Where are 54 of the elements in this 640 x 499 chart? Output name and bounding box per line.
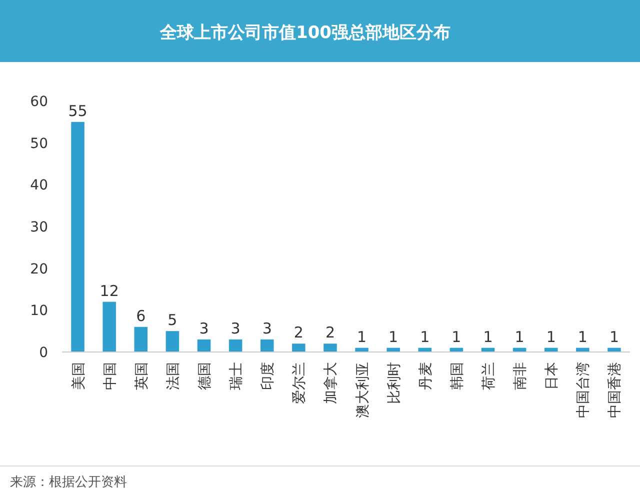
- x-tick-label: 韩国: [449, 362, 466, 390]
- x-tick-label: 比利时: [386, 362, 402, 404]
- source-note: 来源：根据公开资料: [10, 475, 127, 490]
- x-tick-label: 中国台湾: [576, 362, 592, 418]
- data-label: 5: [168, 311, 178, 330]
- x-tick-label: 中国香港: [607, 362, 624, 418]
- x-tick-label: 丹麦: [418, 362, 434, 390]
- bar: [197, 339, 211, 352]
- x-tick-label: 法国: [165, 362, 182, 390]
- y-tick-label: 20: [30, 261, 48, 278]
- x-tick-label: 英国: [134, 362, 150, 390]
- x-tick-label: 中国: [102, 362, 118, 390]
- data-label: 1: [452, 328, 462, 346]
- data-label: 1: [546, 328, 556, 346]
- y-tick-label: 10: [30, 303, 48, 320]
- bar: [71, 122, 84, 352]
- data-label: 1: [578, 328, 588, 346]
- bar: [228, 339, 242, 352]
- x-tick-label: 印度: [260, 362, 276, 390]
- data-label: 1: [514, 328, 524, 346]
- data-label: 55: [68, 102, 88, 120]
- data-label: 3: [230, 319, 240, 338]
- bar: [166, 331, 180, 352]
- data-label: 1: [388, 328, 398, 346]
- data-label: 1: [357, 328, 367, 346]
- x-tick-label: 德国: [197, 362, 213, 390]
- x-tick-label: 日本: [544, 362, 560, 390]
- y-tick-label: 50: [30, 136, 48, 152]
- bar: [292, 344, 306, 352]
- bar: [260, 339, 274, 352]
- x-tick-label: 南非: [512, 362, 529, 390]
- y-tick-label: 30: [30, 220, 48, 236]
- data-label: 1: [483, 328, 493, 346]
- y-tick-label: 60: [30, 94, 48, 110]
- data-label: 1: [609, 328, 619, 346]
- x-tick-label: 加拿大: [323, 362, 340, 404]
- data-label: 3: [199, 319, 209, 338]
- y-tick-label: 0: [39, 345, 48, 361]
- x-tick-label: 澳大利亚: [354, 362, 371, 418]
- bar: [324, 344, 337, 352]
- data-label: 2: [325, 324, 335, 342]
- bar: [134, 326, 148, 352]
- bar: [102, 302, 116, 352]
- x-tick-label: 美国: [70, 362, 87, 390]
- chart-title: 全球上市公司市值100强总部地区分布: [159, 23, 450, 43]
- data-label: 12: [100, 282, 119, 300]
- y-tick-label: 40: [30, 178, 48, 194]
- x-tick-label: 瑞士: [228, 362, 245, 390]
- data-label: 3: [262, 319, 272, 338]
- x-tick-label: 荷兰: [481, 362, 497, 390]
- data-label: 6: [136, 306, 146, 325]
- data-label: 2: [294, 324, 304, 342]
- data-label: 1: [420, 328, 430, 346]
- x-tick-label: 爱尔兰: [292, 362, 308, 404]
